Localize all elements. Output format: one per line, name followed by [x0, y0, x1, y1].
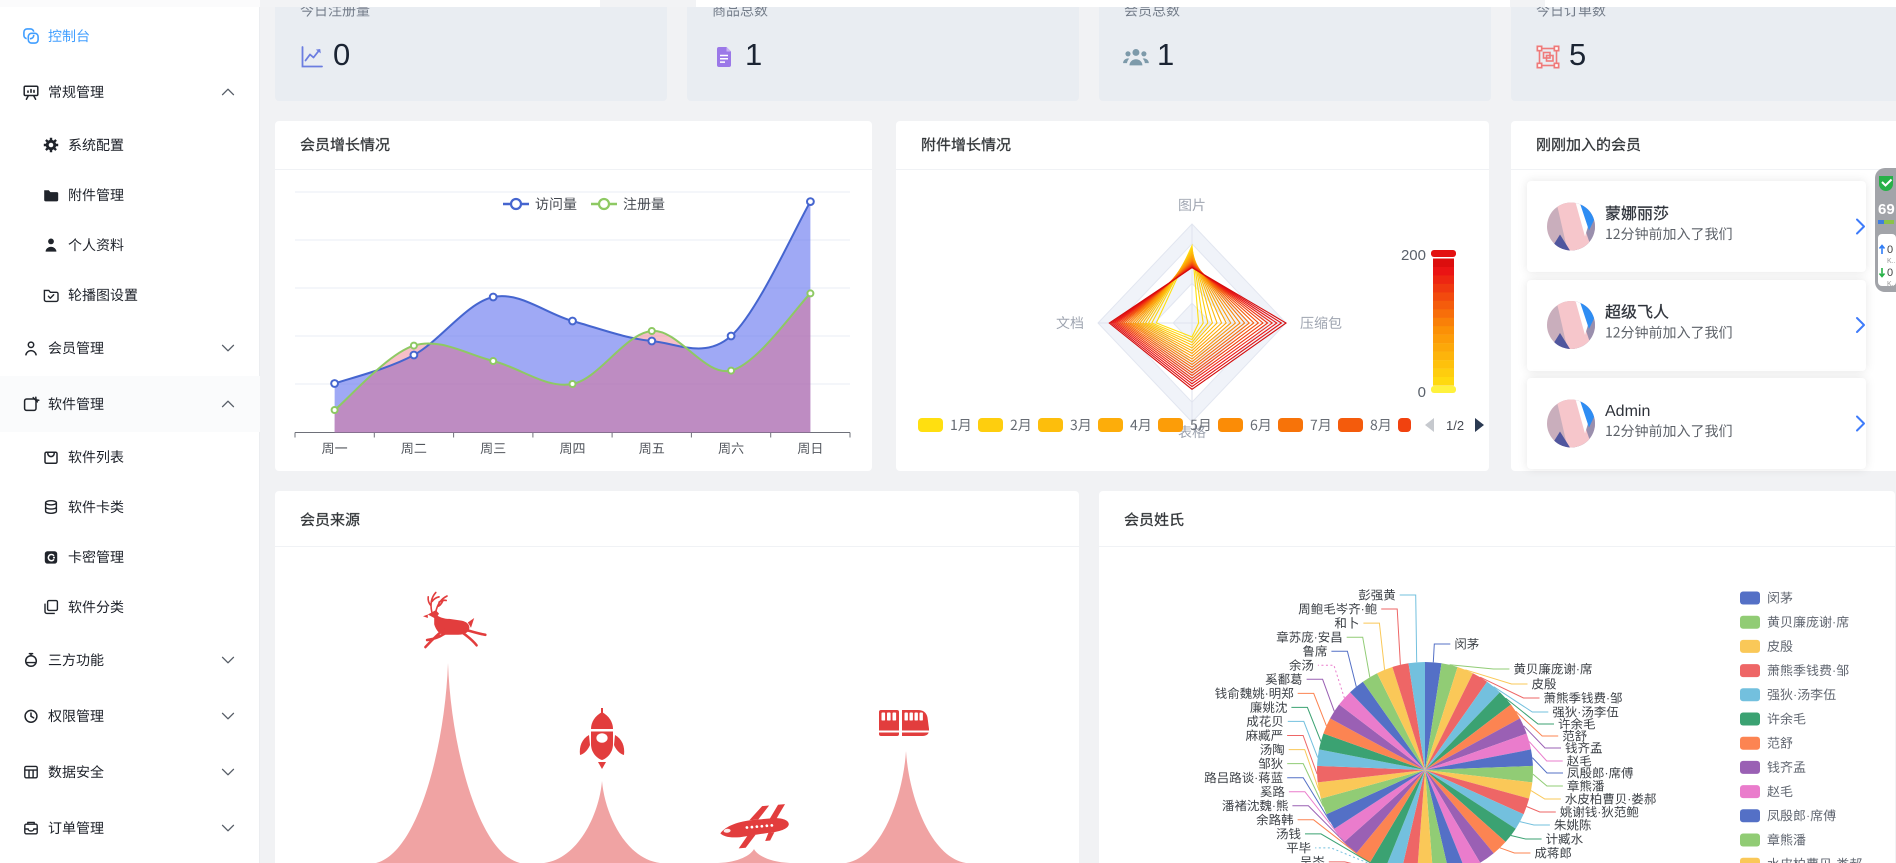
- svg-text:0: 0: [1887, 267, 1893, 279]
- svg-text:K..: K..: [1887, 258, 1896, 265]
- svg-text:0: 0: [1887, 244, 1893, 256]
- svg-text:69: 69: [1878, 201, 1895, 218]
- svg-text:200: 200: [1401, 247, 1426, 264]
- svg-text:1/2: 1/2: [1446, 418, 1464, 433]
- svg-text:Admin: Admin: [1605, 403, 1650, 420]
- svg-text:0: 0: [1418, 384, 1426, 401]
- svg-text:K..: K..: [1887, 281, 1896, 288]
